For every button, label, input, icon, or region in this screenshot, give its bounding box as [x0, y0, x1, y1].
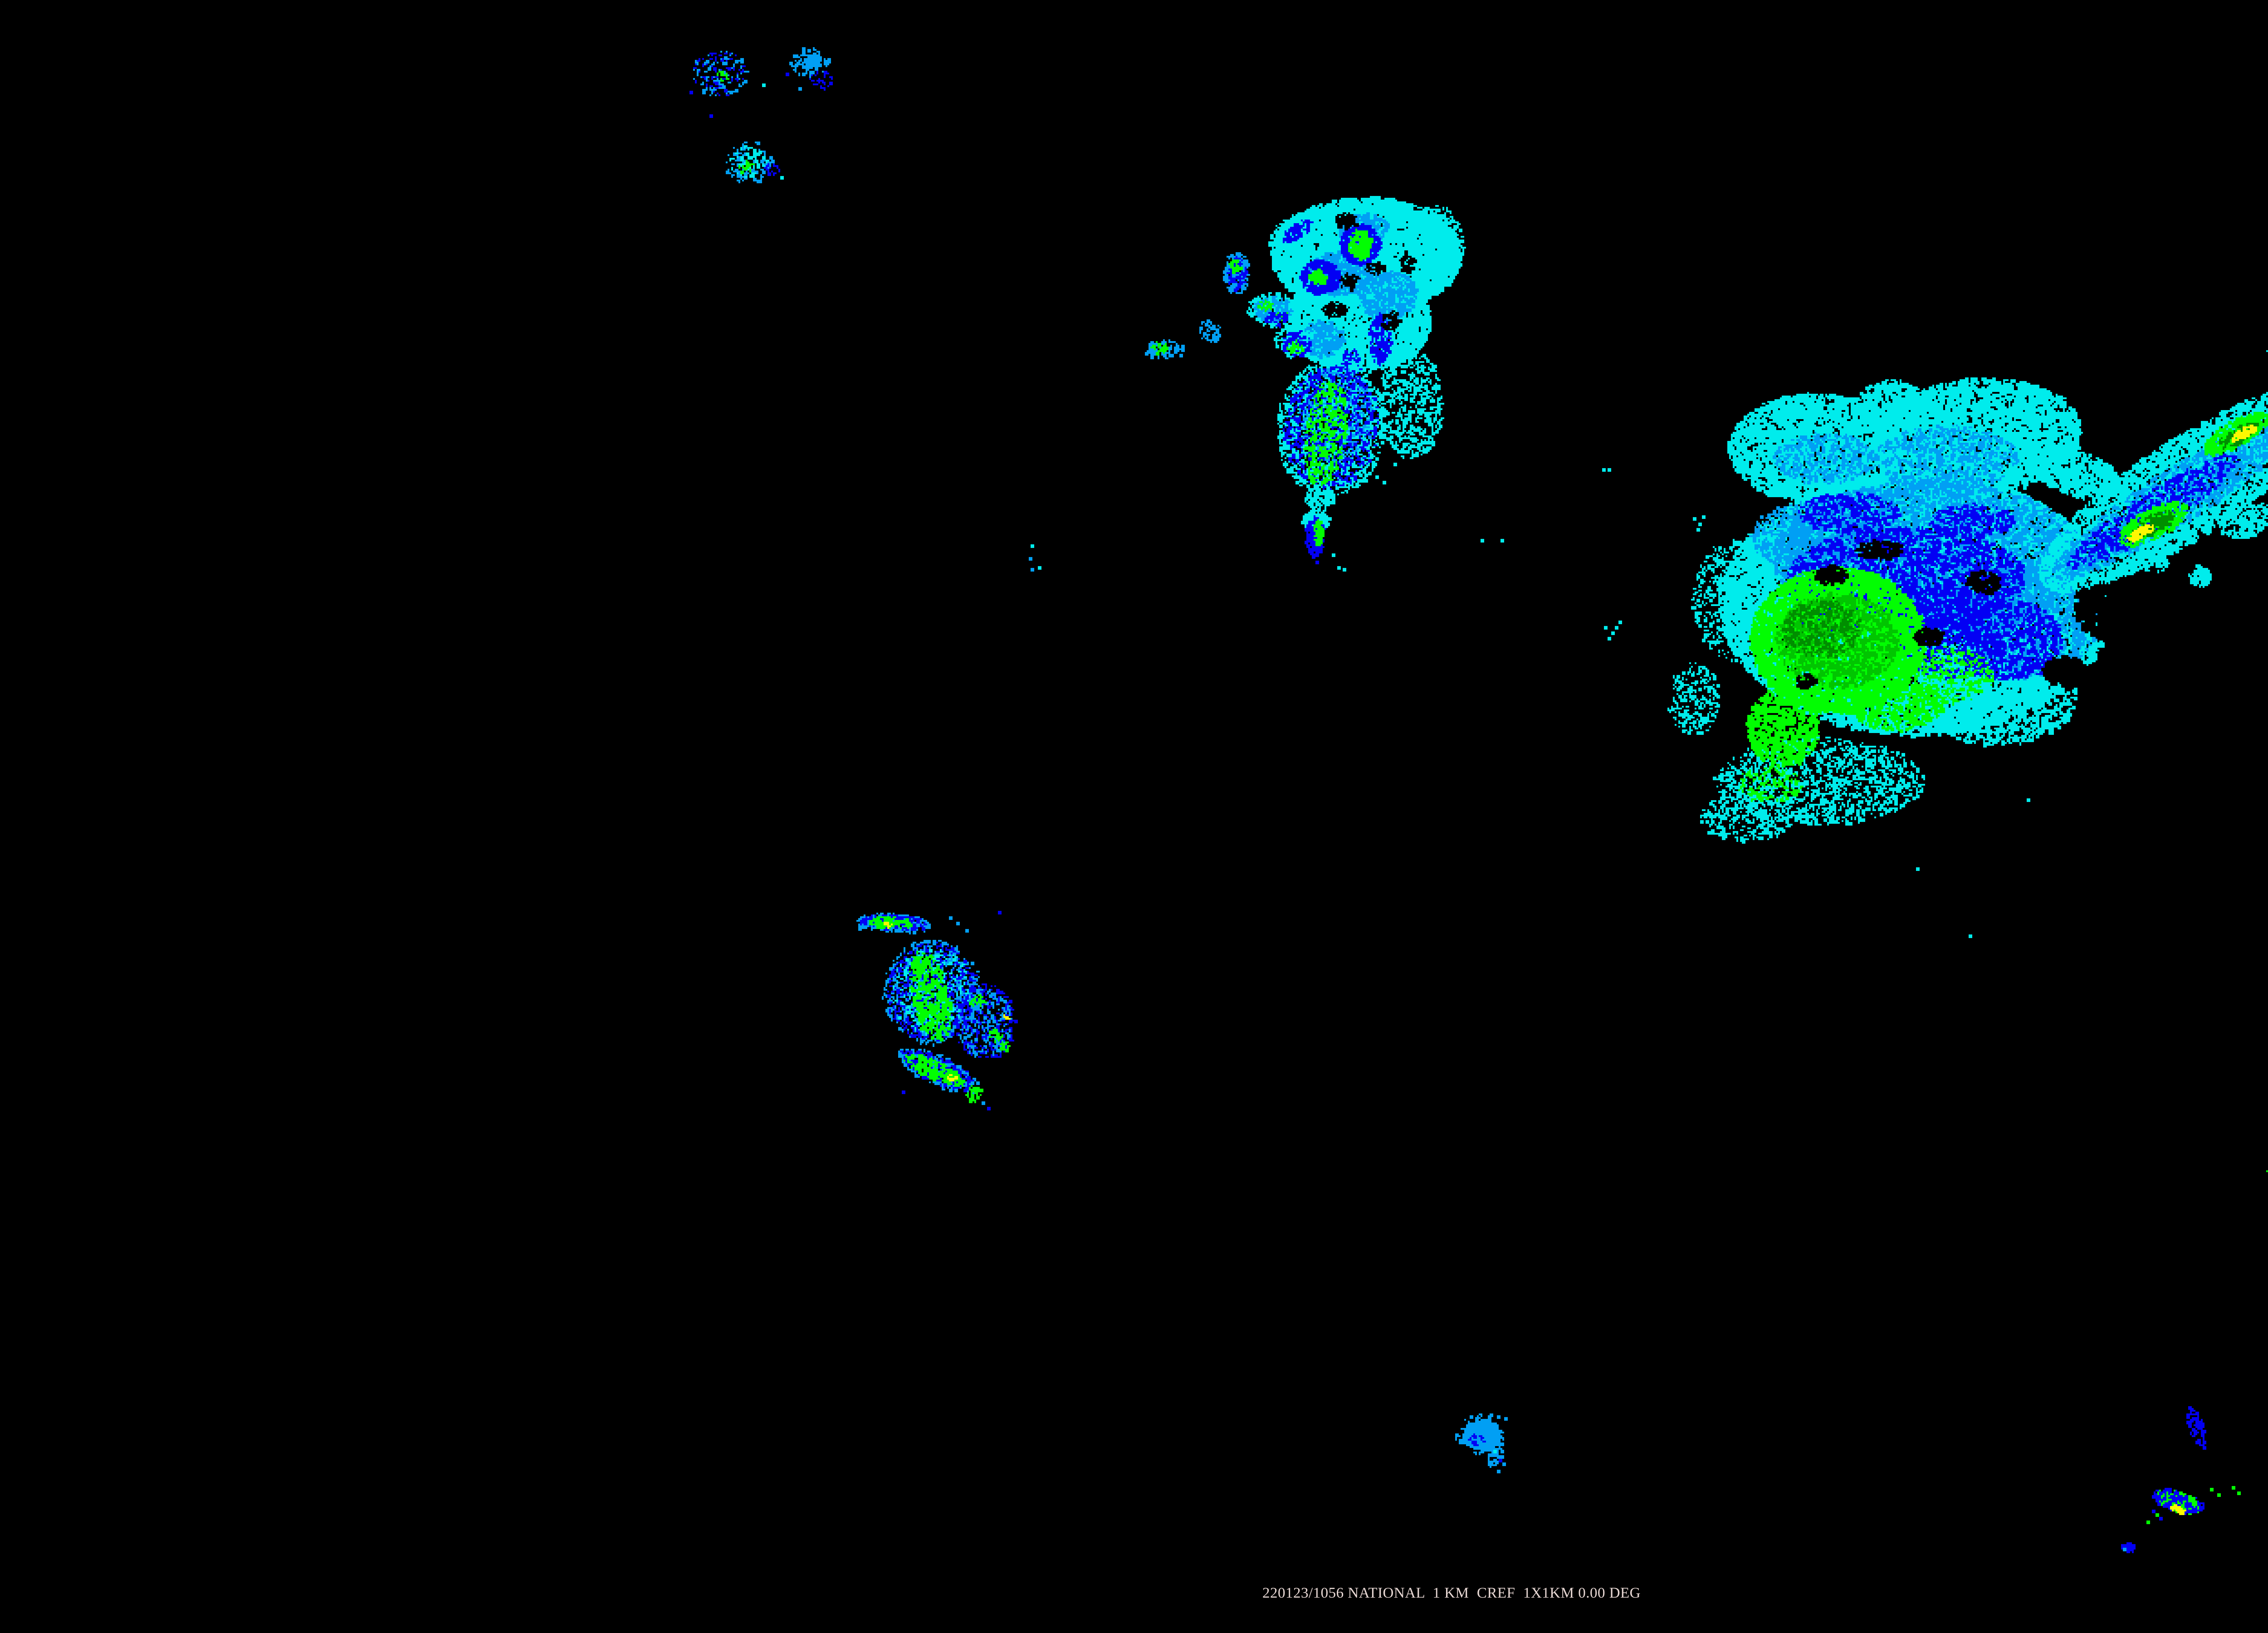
product-caption: 220123/1056 NATIONAL 1 KM CREF 1X1KM 0.0…	[1262, 1585, 1641, 1601]
